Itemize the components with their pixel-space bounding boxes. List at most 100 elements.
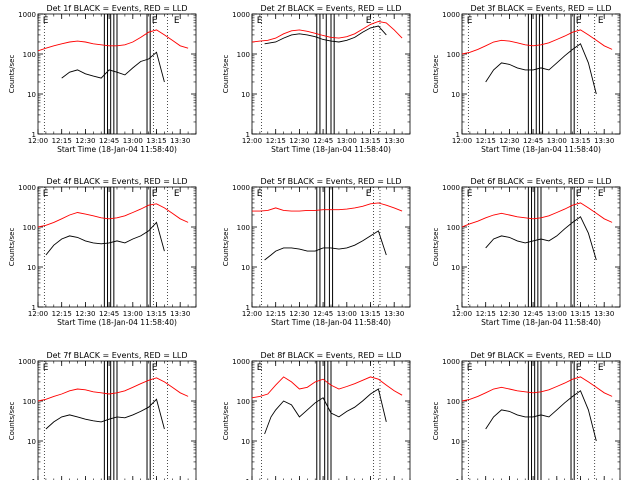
event-marker: E xyxy=(576,363,582,373)
x-tick-label: 13:30 xyxy=(170,137,190,145)
y-tick-label: 1000 xyxy=(442,358,460,366)
y-tick-label: 100 xyxy=(237,51,250,59)
chart-panel: Det 1f BLACK = Events, RED = LLD 1 10 100 10… xyxy=(8,4,197,154)
y-tick-label: 1 xyxy=(246,478,250,480)
chart-title: Det 2f BLACK = Events, RED = LLD xyxy=(260,4,401,13)
x-tick-label: 13:00 xyxy=(337,137,357,145)
x-axis-label: Start Time (18-Jan-04 11:58:40) xyxy=(481,145,601,154)
series-line-lld xyxy=(252,202,403,212)
x-axis-label: Start Time (18-Jan-04 11:58:40) xyxy=(271,145,391,154)
y-tick-label: 1000 xyxy=(442,11,460,19)
event-marker: E xyxy=(366,16,372,26)
series-line-events xyxy=(45,221,165,256)
x-tick-label: 12:00 xyxy=(28,137,48,145)
x-axis-label: Start Time (18-Jan-04 11:58:40) xyxy=(481,318,601,327)
chart-panel: Det 6f BLACK = Events, RED = LLD 1 10 100 10… xyxy=(432,177,621,327)
chart-title: Det 7f BLACK = Events, RED = LLD xyxy=(46,351,187,360)
chart-title: Det 3f BLACK = Events, RED = LLD xyxy=(470,4,611,13)
event-marker: E xyxy=(598,16,604,26)
series-line-events xyxy=(264,25,387,45)
y-tick-label: 100 xyxy=(447,224,460,232)
event-marker: E xyxy=(43,16,49,26)
y-tick-label: 1 xyxy=(32,478,36,480)
plot-area xyxy=(462,14,613,134)
x-tick-label: 12:45 xyxy=(99,310,119,318)
x-tick-label: 13:15 xyxy=(570,137,590,145)
series-line-lld xyxy=(462,202,613,228)
event-marker: E xyxy=(43,363,49,373)
series-line-events xyxy=(485,390,597,442)
y-tick-label: 10 xyxy=(451,438,460,446)
y-tick-label: 10 xyxy=(27,438,36,446)
x-tick-label: 12:00 xyxy=(242,310,262,318)
y-axis-label: Counts/sec xyxy=(432,228,440,267)
x-tick-label: 13:00 xyxy=(123,310,143,318)
x-tick-label: 12:45 xyxy=(523,137,543,145)
x-tick-label: 12:45 xyxy=(313,310,333,318)
x-tick-label: 13:00 xyxy=(123,137,143,145)
series-line-lld xyxy=(38,29,189,52)
x-tick-label: 12:00 xyxy=(452,310,472,318)
x-tick-label: 13:15 xyxy=(360,137,380,145)
event-marker: E xyxy=(576,16,582,26)
series-line-events xyxy=(45,398,165,430)
x-tick-label: 12:30 xyxy=(289,310,309,318)
series-line-events xyxy=(264,230,387,261)
chart-panel: Det 5f BLACK = Events, RED = LLD 1 10 100 10… xyxy=(222,177,411,327)
event-marker: E xyxy=(257,189,263,199)
x-tick-label: 12:00 xyxy=(452,137,472,145)
y-tick-label: 10 xyxy=(451,91,460,99)
y-tick-label: 1 xyxy=(456,478,460,480)
chart-title: Det 8f BLACK = Events, RED = LLD xyxy=(260,351,401,360)
y-axis-label: Counts/sec xyxy=(222,55,230,94)
event-marker: E xyxy=(366,189,372,199)
plot-area xyxy=(252,361,403,480)
x-tick-label: 13:30 xyxy=(384,310,404,318)
x-tick-label: 12:30 xyxy=(499,310,519,318)
plot-area xyxy=(38,14,189,134)
y-tick-label: 1 xyxy=(246,304,250,312)
y-tick-label: 1 xyxy=(32,304,36,312)
x-tick-label: 13:00 xyxy=(337,310,357,318)
chart-panel: Det 9f BLACK = Events, RED = LLD 1 10 100 10… xyxy=(432,351,621,480)
y-tick-label: 1 xyxy=(456,304,460,312)
chart-panel: Det 7f BLACK = Events, RED = LLD 1 10 100 10… xyxy=(8,351,197,480)
y-tick-label: 1 xyxy=(32,131,36,139)
y-tick-label: 10 xyxy=(241,264,250,272)
event-marker: E xyxy=(152,16,158,26)
y-axis-label: Counts/sec xyxy=(432,55,440,94)
x-tick-label: 12:00 xyxy=(242,137,262,145)
chart-panel: Det 3f BLACK = Events, RED = LLD 1 10 100 10… xyxy=(432,4,621,154)
event-marker: E xyxy=(152,189,158,199)
y-axis-label: Counts/sec xyxy=(432,402,440,441)
chart-panel: Det 2f BLACK = Events, RED = LLD 1 10 100 10… xyxy=(222,4,411,154)
event-marker: E xyxy=(467,16,473,26)
plot-area xyxy=(252,187,403,307)
chart-title: Det 5f BLACK = Events, RED = LLD xyxy=(260,177,401,186)
y-tick-label: 1000 xyxy=(18,358,36,366)
x-tick-label: 13:15 xyxy=(570,310,590,318)
y-axis-label: Counts/sec xyxy=(8,228,16,267)
y-tick-label: 1000 xyxy=(18,11,36,19)
y-tick-label: 100 xyxy=(23,51,36,59)
event-marker: E xyxy=(174,189,180,199)
y-tick-label: 1000 xyxy=(442,184,460,192)
series-line-lld xyxy=(462,376,613,402)
x-tick-label: 12:30 xyxy=(75,310,95,318)
y-tick-label: 10 xyxy=(27,91,36,99)
event-marker: E xyxy=(174,16,180,26)
chart-title: Det 6f BLACK = Events, RED = LLD xyxy=(470,177,611,186)
plot-area xyxy=(462,187,613,307)
series-line-lld xyxy=(38,203,189,228)
chart-title: Det 1f BLACK = Events, RED = LLD xyxy=(46,4,187,13)
y-tick-label: 100 xyxy=(447,398,460,406)
y-axis-label: Counts/sec xyxy=(8,402,16,441)
chart-title: Det 4f BLACK = Events, RED = LLD xyxy=(46,177,187,186)
y-tick-label: 100 xyxy=(237,224,250,232)
y-tick-label: 1 xyxy=(456,131,460,139)
x-tick-label: 12:30 xyxy=(75,137,95,145)
x-tick-label: 13:15 xyxy=(360,310,380,318)
y-tick-label: 100 xyxy=(237,398,250,406)
series-line-events xyxy=(61,51,165,83)
